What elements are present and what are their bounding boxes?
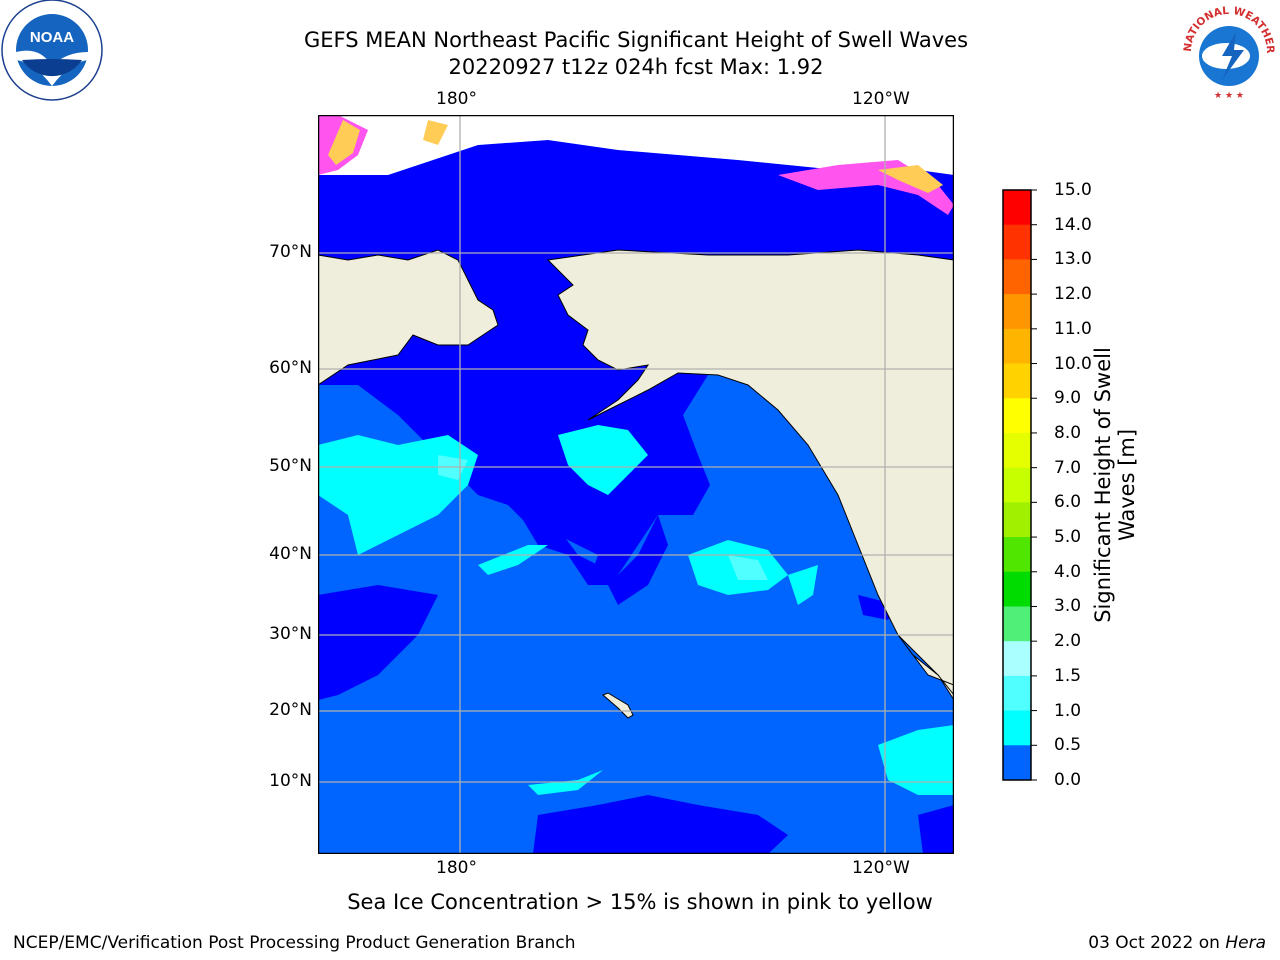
lat-label-60n: 60°N xyxy=(269,358,312,378)
colorbar-segment xyxy=(1003,467,1031,503)
colorbar-segment xyxy=(1003,502,1031,538)
colorbar-tick-label: 13.0 xyxy=(1054,249,1092,270)
sea-ice-edge-east-inner xyxy=(878,165,943,193)
colorbar-segment xyxy=(1003,190,1031,226)
noaa-logo-text: NOAA xyxy=(30,29,74,46)
colorbar-segment xyxy=(1003,259,1031,295)
colorbar-segment xyxy=(1003,606,1031,642)
colorbar xyxy=(1002,189,1037,781)
colorbar-tick-label: 9.0 xyxy=(1054,388,1082,409)
lon-label-top-180: 180° xyxy=(436,89,477,109)
colorbar-tick-label: 14.0 xyxy=(1054,214,1092,235)
footer-branch: NCEP/EMC/Verification Post Processing Pr… xyxy=(13,933,576,953)
colorbar-segment xyxy=(1003,398,1031,434)
swell-band-1.5-2.0-patch xyxy=(728,555,768,580)
colorbar-segment xyxy=(1003,641,1031,677)
colorbar-tick-label: 0.0 xyxy=(1054,770,1082,790)
colorbar-tick-label: 2.0 xyxy=(1054,631,1082,652)
lat-label-50n: 50°N xyxy=(269,456,312,476)
colorbar-title-line1: Significant Height of Swell xyxy=(1091,347,1115,623)
land-hawaii xyxy=(602,692,634,719)
colorbar-tick-label: 15.0 xyxy=(1054,180,1092,200)
footer-host: Hera xyxy=(1225,933,1266,953)
swell-band-0-0.5-southeast xyxy=(918,805,954,854)
colorbar-segment xyxy=(1003,710,1031,746)
colorbar-segment xyxy=(1003,537,1031,573)
swell-band-1.0-1.5-east-small xyxy=(788,565,818,605)
sea-ice-edge-west-inner xyxy=(328,120,360,165)
land-alaska-canada xyxy=(546,249,954,701)
swell-band-0-0.5-west xyxy=(318,585,438,700)
footer-date-text: 03 Oct 2022 on xyxy=(1088,933,1220,953)
colorbar-segment xyxy=(1003,432,1031,469)
colorbar-frame xyxy=(1002,189,1032,781)
colorbar-segment xyxy=(1003,294,1031,330)
colorbar-tick-label: 6.0 xyxy=(1054,492,1082,513)
swell-band-0-0.5-mid xyxy=(508,495,668,605)
swell-band-1.0-1.5-central xyxy=(558,425,648,495)
lat-label-30n: 30°N xyxy=(269,624,312,644)
colorbar-tick-label: 10.0 xyxy=(1054,353,1092,374)
colorbar-tick-label: 12.0 xyxy=(1054,284,1092,305)
lat-label-10n: 10°N xyxy=(269,771,312,791)
chart-title: GEFS MEAN Northeast Pacific Significant … xyxy=(303,28,969,52)
svg-text:★ ★ ★: ★ ★ ★ xyxy=(1214,91,1244,101)
footer-date: 03 Oct 2022 on Hera xyxy=(1088,933,1266,953)
swell-band-1.0-1.5-arc xyxy=(478,545,548,575)
colorbar-tick-label: 8.0 xyxy=(1054,422,1082,443)
nws-logo: NATIONAL WEATHER SERVICE ★ ★ ★ xyxy=(1178,2,1277,101)
colorbar-tick-label: 1.5 xyxy=(1054,665,1082,686)
swell-band-1.0-1.5-southeast xyxy=(878,725,954,795)
swell-band-0-0.5-south xyxy=(533,795,788,854)
lon-label-top-120w: 120°W xyxy=(852,89,910,109)
colorbar-segment xyxy=(1003,571,1031,607)
colorbar-tick-label: 4.0 xyxy=(1054,561,1082,582)
colorbar-segment xyxy=(1003,745,1031,781)
lat-label-40n: 40°N xyxy=(269,544,312,564)
lon-label-bottom-180: 180° xyxy=(436,858,477,878)
colorbar-tick-label: 0.5 xyxy=(1054,735,1082,756)
colorbar-segment xyxy=(1003,675,1031,712)
colorbar-tick-label: 3.0 xyxy=(1054,596,1082,617)
map-frame xyxy=(318,115,954,854)
lat-label-70n: 70°N xyxy=(269,242,312,262)
colorbar-tick-label: 1.0 xyxy=(1054,700,1082,721)
map-gridlines xyxy=(318,115,954,854)
land-mexico xyxy=(897,634,954,696)
sea-ice-note: Sea Ice Concentration > 15% is shown in … xyxy=(347,890,933,914)
sea-ice-arctic xyxy=(318,115,954,175)
colorbar-segment xyxy=(1003,328,1031,365)
noaa-logo: NOAA xyxy=(1,0,103,101)
lat-label-20n: 20°N xyxy=(269,700,312,720)
chart-subtitle: 20220927 t12z 024h fcst Max: 1.92 xyxy=(448,55,824,79)
colorbar-segment xyxy=(1003,363,1031,399)
colorbar-tick-label: 7.0 xyxy=(1054,457,1082,478)
lon-label-bottom-120w: 120°W xyxy=(852,858,910,878)
colorbar-tick-label: 11.0 xyxy=(1054,318,1092,339)
swell-height-map xyxy=(318,115,954,854)
colorbar-title-line2: Waves [m] xyxy=(1115,428,1139,542)
colorbar-tick-label: 5.0 xyxy=(1054,527,1082,548)
sea-ice-edge-central xyxy=(423,120,448,145)
land-siberia xyxy=(318,249,499,386)
colorbar-segment xyxy=(1003,224,1031,260)
